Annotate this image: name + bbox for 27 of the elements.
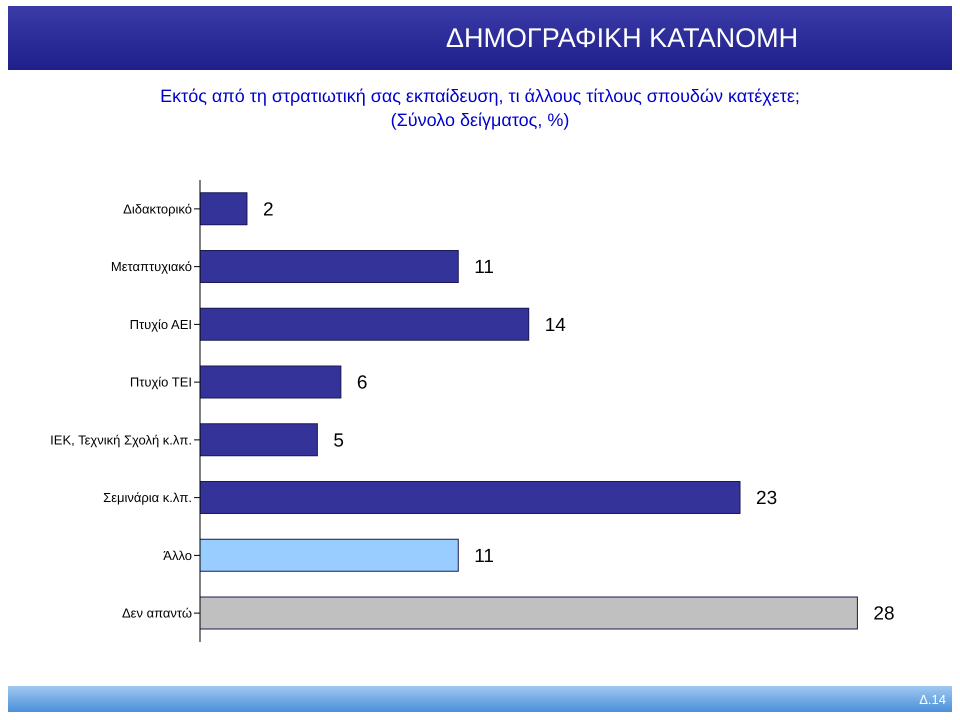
data-label: 2 (262, 199, 274, 220)
data-label: 11 (474, 546, 494, 567)
bar (200, 423, 318, 456)
bar (200, 480, 741, 514)
data-label: 5 (333, 430, 344, 452)
bar (200, 308, 530, 341)
data-label: 11 (474, 257, 494, 278)
y-tick-label: Μεταπτυχιακό (110, 259, 192, 274)
chart-subtitle: Εκτός από τη στρατιωτική σας εκπαίδευση, τι άλλους τίτλους σπουδών κατέχετε; (Σύνολο δείγματος, %) (159, 85, 801, 132)
data-label: 6 (356, 372, 368, 394)
data-label: 28 (873, 604, 895, 625)
bar (200, 538, 459, 572)
y-tick-label: ΙΕΚ, Τεχνική Σχολή κ.λπ. (50, 432, 192, 448)
y-tick-label: Άλλο (163, 548, 192, 563)
bar (200, 365, 342, 398)
chart-title: ΔΗΜΟΓΡΑΦΙΚΗ ΚΑΤΑΝΟΜΗ (444, 22, 800, 54)
bar (200, 192, 248, 226)
y-tick-label: Διδακτορικό (123, 201, 192, 216)
y-tick-label: Σεμινάρια κ.λπ. (103, 490, 192, 506)
y-tick-label: Πτυχίο ΑΕΙ (130, 316, 192, 332)
y-tick-label: Πτυχίο ΤΕΙ (130, 374, 192, 390)
y-tick-label: Δεν απαντώ (122, 606, 192, 621)
data-label: 14 (544, 314, 566, 336)
bar (200, 596, 858, 630)
data-label: 23 (756, 488, 778, 510)
bar (200, 250, 459, 283)
text: Δ.14 (919, 692, 946, 707)
